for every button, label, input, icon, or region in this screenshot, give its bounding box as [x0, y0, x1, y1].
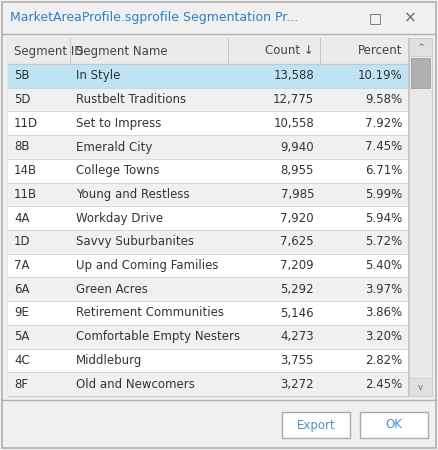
Bar [8, 349, 408, 372]
Text: 8B: 8B [14, 140, 29, 153]
Text: 4C: 4C [14, 354, 30, 367]
Text: 5.40%: 5.40% [365, 259, 402, 272]
Text: OK: OK [385, 418, 403, 432]
Text: 5D: 5D [14, 93, 31, 106]
Text: 6.71%: 6.71% [364, 164, 402, 177]
Text: Up and Coming Families: Up and Coming Families [76, 259, 219, 272]
Text: Workday Drive: Workday Drive [76, 212, 163, 225]
Bar [8, 206, 408, 230]
Text: In Style: In Style [76, 69, 120, 82]
Text: Percent: Percent [357, 45, 402, 58]
Bar [282, 412, 350, 438]
Text: 10,558: 10,558 [273, 117, 314, 130]
Text: 3.20%: 3.20% [365, 330, 402, 343]
Text: 7.92%: 7.92% [364, 117, 402, 130]
Text: 9E: 9E [14, 306, 29, 320]
Text: 5B: 5B [14, 69, 29, 82]
Text: 5A: 5A [14, 330, 29, 343]
Text: 2.82%: 2.82% [365, 354, 402, 367]
Text: 13,588: 13,588 [273, 69, 314, 82]
Bar [8, 183, 408, 206]
Bar [8, 135, 408, 159]
Text: 3.86%: 3.86% [365, 306, 402, 320]
Text: 11B: 11B [14, 188, 37, 201]
Text: 8F: 8F [14, 378, 28, 391]
Text: College Towns: College Towns [76, 164, 159, 177]
Text: 3.97%: 3.97% [365, 283, 402, 296]
Text: Count ↓: Count ↓ [265, 45, 314, 58]
Bar [8, 230, 408, 254]
Bar [8, 159, 408, 183]
Bar [8, 88, 408, 112]
Bar [8, 64, 408, 88]
Bar [409, 38, 432, 396]
Text: □: □ [368, 11, 381, 25]
Text: 5,146: 5,146 [280, 306, 314, 320]
Bar [409, 38, 432, 56]
Text: Export: Export [297, 418, 336, 432]
Bar [411, 58, 430, 88]
Text: 11D: 11D [14, 117, 38, 130]
Text: 12,775: 12,775 [273, 93, 314, 106]
Text: Segment Name: Segment Name [76, 45, 168, 58]
Text: Young and Restless: Young and Restless [76, 188, 190, 201]
Text: 9.58%: 9.58% [365, 93, 402, 106]
Text: v: v [418, 382, 423, 392]
Bar [8, 325, 408, 349]
Text: 1D: 1D [14, 235, 31, 248]
Text: ^: ^ [417, 42, 424, 51]
Text: 4A: 4A [14, 212, 29, 225]
Bar [8, 112, 408, 135]
Text: MarketAreaProfile.sgprofile Segmentation Pr...: MarketAreaProfile.sgprofile Segmentation… [10, 12, 298, 24]
Text: Rustbelt Traditions: Rustbelt Traditions [76, 93, 186, 106]
Text: 3,272: 3,272 [280, 378, 314, 391]
Text: 7.45%: 7.45% [365, 140, 402, 153]
Text: Savvy Suburbanites: Savvy Suburbanites [76, 235, 194, 248]
Text: 5.94%: 5.94% [365, 212, 402, 225]
Text: 6A: 6A [14, 283, 29, 296]
Text: Retirement Communities: Retirement Communities [76, 306, 224, 320]
Text: 4,273: 4,273 [280, 330, 314, 343]
Text: 10.19%: 10.19% [357, 69, 402, 82]
Text: 14B: 14B [14, 164, 37, 177]
Bar [8, 372, 408, 396]
Text: 5,292: 5,292 [280, 283, 314, 296]
Text: Middleburg: Middleburg [76, 354, 142, 367]
Text: 7A: 7A [14, 259, 29, 272]
Bar [8, 38, 408, 396]
Text: 5.72%: 5.72% [365, 235, 402, 248]
Text: 2.45%: 2.45% [365, 378, 402, 391]
Bar [8, 254, 408, 278]
Bar [360, 412, 428, 438]
Text: 9,940: 9,940 [280, 140, 314, 153]
Text: 7,625: 7,625 [280, 235, 314, 248]
Text: 7,209: 7,209 [280, 259, 314, 272]
Bar [8, 38, 408, 64]
Text: 3,755: 3,755 [281, 354, 314, 367]
Text: 7,985: 7,985 [280, 188, 314, 201]
Text: 8,955: 8,955 [281, 164, 314, 177]
Text: Comfortable Empty Nesters: Comfortable Empty Nesters [76, 330, 240, 343]
Text: Segment ID: Segment ID [14, 45, 83, 58]
Bar [8, 301, 408, 325]
Text: Set to Impress: Set to Impress [76, 117, 161, 130]
Text: Green Acres: Green Acres [76, 283, 148, 296]
Text: ×: × [404, 10, 417, 26]
Text: 7,920: 7,920 [280, 212, 314, 225]
Text: Emerald City: Emerald City [76, 140, 152, 153]
Bar [8, 278, 408, 301]
Text: 5.99%: 5.99% [365, 188, 402, 201]
Text: Old and Newcomers: Old and Newcomers [76, 378, 195, 391]
Bar [409, 378, 432, 396]
